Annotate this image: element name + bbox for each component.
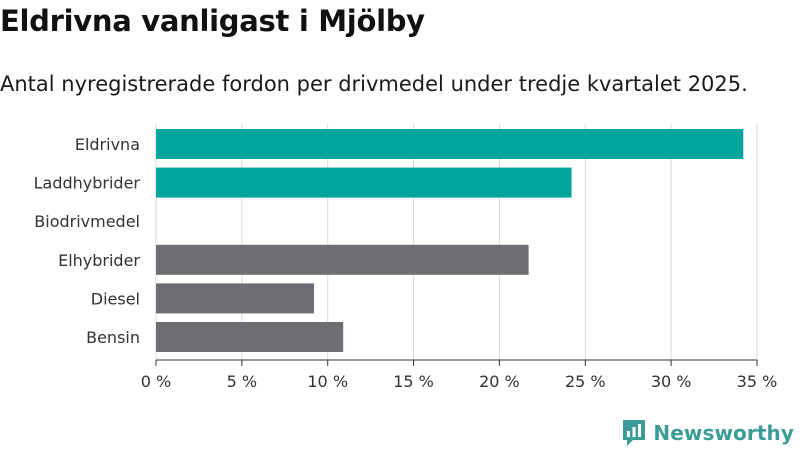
category-label: Eldrivna [75, 135, 140, 154]
category-label: Elhybrider [58, 251, 140, 270]
x-tick-label: 5 % [227, 372, 257, 391]
bar-laddhybrider [156, 167, 572, 198]
bar-diesel [156, 283, 314, 314]
x-tick-label: 0 % [141, 372, 171, 391]
x-tick-label: 20 % [479, 372, 520, 391]
category-label: Laddhybrider [34, 174, 141, 193]
x-tick-label: 25 % [565, 372, 606, 391]
category-label: Biodrivmedel [34, 212, 140, 231]
bar-bensin [156, 322, 344, 352]
category-label: Diesel [91, 289, 140, 308]
brand-logo: Newsworthy [621, 418, 794, 448]
brand-name: Newsworthy [653, 421, 794, 445]
x-tick-label: 35 % [737, 372, 778, 391]
category-label: Bensin [86, 328, 140, 347]
x-tick-label: 15 % [393, 372, 434, 391]
bar-eldrivna [156, 129, 744, 159]
bar-elhybrider [156, 244, 529, 275]
chart-title: Eldrivna vanligast i Mjölby [0, 4, 425, 38]
newsworthy-logo-icon [623, 420, 646, 446]
chart-subtitle: Antal nyregistrerade fordon per drivmede… [0, 72, 748, 96]
x-tick-label: 30 % [651, 372, 692, 391]
x-tick-label: 10 % [307, 372, 348, 391]
